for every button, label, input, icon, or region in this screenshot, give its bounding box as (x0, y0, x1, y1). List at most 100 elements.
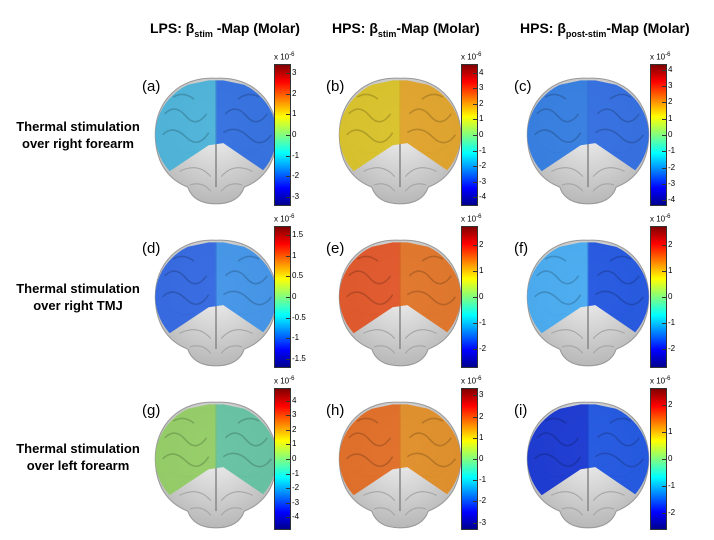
colorbar: 3 2 1 0 -1 -2 -3 (274, 64, 299, 206)
brain-activation-map (148, 396, 284, 532)
colorbar-tick-mark (662, 297, 666, 298)
exponent-base: x 10 (274, 376, 290, 386)
colorbar-tick-label: 0 (479, 130, 484, 139)
colorbar-tick-label: 0 (479, 292, 484, 301)
colorbar-tick-mark (473, 245, 477, 247)
colorbar: 4 3 2 1 0 -1 -2 -3 -4 (650, 64, 675, 206)
colorbar-tick-label: -1.5 (292, 353, 306, 363)
colorbar-tick-label: 1 (668, 113, 673, 123)
exponent-power: -6 (665, 52, 671, 58)
panel-letter: (g) (142, 402, 161, 419)
exponent-base: x 10 (650, 214, 666, 224)
colorbar-tick-mark (286, 444, 290, 446)
colorbar-tick-label: 2 (479, 411, 484, 421)
colorbar-tick-mark (286, 415, 290, 417)
title-subscript: stim (194, 28, 213, 39)
title-prefix: HPS: β (520, 20, 566, 36)
colorbar-tick-label: 2 (668, 400, 673, 410)
title-subscript: post-stim (565, 28, 607, 39)
colorbar-tick-label: -2 (479, 496, 487, 506)
colorbar-tick-label: 0.5 (292, 271, 304, 281)
colorbar-tick-label: 0 (292, 454, 297, 463)
title-suffix: -Map (Molar) (606, 20, 690, 36)
colorbar-tick-label: -4 (479, 192, 487, 202)
colorbar-tick-mark (286, 297, 290, 298)
colorbar-tick-mark (286, 488, 290, 490)
colorbar-tick-mark (286, 502, 290, 504)
panel-letter: (a) (142, 78, 161, 95)
colorbar-tick-mark (662, 485, 666, 487)
colorbar-tick-mark (286, 276, 290, 278)
brain-activation-map (148, 72, 284, 208)
exponent-power: -6 (665, 376, 671, 382)
colorbar-exponent: x 10-6 (650, 376, 670, 386)
colorbar-tick-label: 1 (479, 266, 484, 276)
colorbar-tick-label: 1 (668, 427, 673, 437)
colorbar-tick-label: 1 (292, 250, 297, 260)
colorbar-tick-mark (286, 114, 290, 116)
colorbar-tick-label: 0 (292, 292, 297, 301)
colorbar-exponent: x 10-6 (461, 214, 481, 224)
colorbar-tick-mark (286, 459, 290, 460)
colorbar-tick-mark (473, 480, 477, 482)
colorbar-tick-mark (662, 271, 666, 273)
colorbar-tick-label: 1 (292, 109, 297, 119)
colorbar-exponent: x 10-6 (650, 52, 670, 62)
colorbar-tick-label: 4 (668, 64, 673, 74)
colorbar-tick-label: 3 (668, 81, 673, 91)
exponent-base: x 10 (461, 376, 477, 386)
colorbar-tick-mark (473, 150, 477, 152)
brain-activation-map (520, 72, 656, 208)
panel-letter: (e) (326, 240, 345, 257)
colorbar-tick-label: 0 (668, 292, 673, 301)
colorbar-tick-label: 2 (292, 88, 297, 98)
colorbar-tick-mark (286, 400, 290, 402)
colorbar-tick-mark (662, 512, 666, 514)
column-title: HPS: βstim-Map (Molar) (332, 20, 480, 39)
colorbar-tick-label: -2 (668, 507, 676, 517)
colorbar-tick-label: 1 (479, 432, 484, 442)
colorbar-tick-mark (662, 183, 666, 185)
colorbar-tick-mark (473, 197, 477, 199)
colorbar-exponent: x 10-6 (274, 376, 294, 386)
colorbar-tick-label: -2 (668, 343, 676, 353)
activation-overlay (527, 242, 649, 337)
colorbar-tick-label: 4 (479, 67, 484, 77)
colorbar: 2 1 0 -1 -2 (461, 226, 486, 368)
colorbar: 2 1 0 -1 -2 (650, 388, 675, 530)
colorbar-tick-mark (473, 348, 477, 350)
colorbar-tick-label: 1.5 (292, 230, 304, 240)
brain-activation-map (520, 234, 656, 370)
colorbar-tick-mark (662, 200, 666, 202)
colorbar-tick-label: -1 (292, 150, 300, 160)
activation-overlay (527, 404, 649, 499)
colorbar-tick-mark (473, 322, 477, 324)
colorbar-tick-mark (662, 245, 666, 247)
colorbar-tick-label: -1 (668, 480, 676, 490)
colorbar-tick-mark (473, 166, 477, 168)
colorbar-tick-label: 2 (479, 240, 484, 250)
column-title: LPS: βstim -Map (Molar) (150, 20, 300, 39)
colorbar: 4 3 2 1 0 -1 -2 -3 -4 (274, 388, 299, 530)
colorbar-tick-mark (662, 69, 666, 71)
colorbar-tick-mark (473, 297, 477, 298)
colorbar-tick-mark (662, 348, 666, 350)
colorbar-tick-mark (473, 501, 477, 503)
colorbar-tick-label: -1 (668, 146, 676, 156)
colorbar-tick-label: 3 (479, 83, 484, 93)
colorbar-tick-mark (662, 151, 666, 153)
colorbar-tick-label: -3 (479, 517, 487, 527)
colorbar-tick-mark (286, 429, 290, 431)
title-subscript: stim (377, 28, 397, 39)
exponent-power: -6 (289, 376, 295, 382)
activation-overlay (339, 242, 461, 337)
brain-activation-map (148, 234, 284, 370)
colorbar-tick-mark (662, 135, 666, 136)
activation-overlay (339, 80, 461, 175)
colorbar-tick-mark (286, 255, 290, 257)
colorbar-tick-mark (473, 88, 477, 90)
colorbar-tick-mark (286, 317, 290, 319)
colorbar-tick-label: 2 (292, 424, 297, 434)
colorbar-tick-mark (286, 135, 290, 136)
exponent-power: -6 (665, 214, 671, 220)
